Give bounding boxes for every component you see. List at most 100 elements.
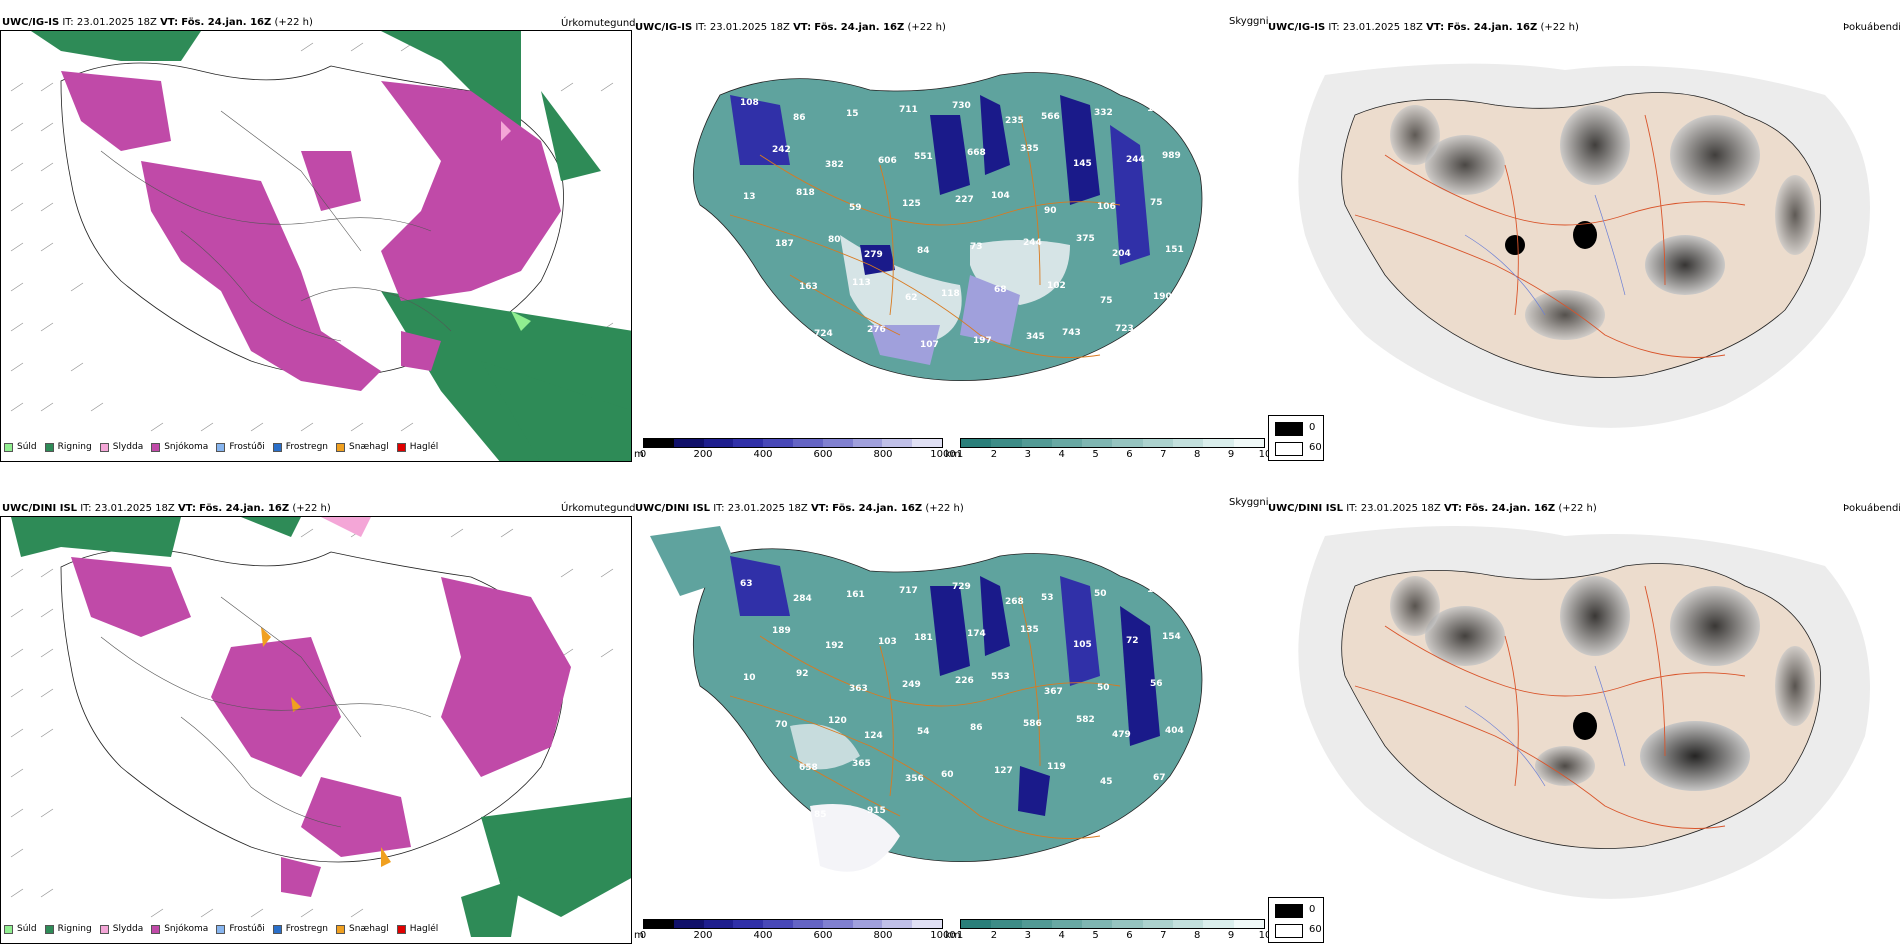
lead-time: (+22 h) <box>907 22 946 33</box>
visibility-value-label: 717 <box>899 586 918 596</box>
visibility-value-label: 106 <box>1097 202 1116 212</box>
row1-panel1-title: Úrkomutegund <box>561 18 636 29</box>
visibility-value-label: 70 <box>775 720 788 730</box>
legend-swatch <box>1275 924 1303 938</box>
colorbar-segment <box>822 439 853 447</box>
colorbar-segment <box>882 439 913 447</box>
visibility-value-label: 85 <box>814 810 827 820</box>
visibility-value-label: 73 <box>970 242 983 252</box>
legend-swatch <box>151 442 161 452</box>
legend-label: Snæhagl <box>349 924 389 934</box>
init-time: IT: 23.01.2025 18Z <box>1346 503 1441 514</box>
colorbar-tick-label: 2 <box>990 930 998 941</box>
visibility-value-label: 59 <box>849 203 862 213</box>
colorbar-tick-label: 5 <box>1092 930 1099 941</box>
visibility-value-label: 724 <box>814 329 833 339</box>
visibility-value-label: 13 <box>743 192 756 202</box>
row2-panel2-title: Skyggni <box>1229 497 1269 508</box>
colorbar-tick-label: 2 <box>990 449 998 460</box>
visibility-value-label: 606 <box>878 156 897 166</box>
colorbar-segment <box>1203 439 1234 447</box>
legend-swatch <box>4 924 13 934</box>
fog-map-graphic-2 <box>1298 526 1870 899</box>
colorbar-tick-label: 800 <box>873 930 893 941</box>
lead-time: (+22 h) <box>1558 503 1597 514</box>
legend-swatch <box>272 924 282 934</box>
visibility-value-label: 45 <box>1100 777 1113 787</box>
colorbar-segment <box>1112 920 1143 928</box>
visibility-value-label: 193 <box>1147 104 1166 114</box>
vis-m-unit: m <box>634 449 644 460</box>
visibility-value-label: 105 <box>1073 640 1092 650</box>
legend-label: Haglél <box>409 442 439 452</box>
colorbar-segment <box>703 920 734 928</box>
vis-m-colorbar <box>643 438 943 448</box>
colorbar-tick-label: 10 <box>1258 930 1272 941</box>
model-name: UWC/IG-IS <box>635 22 693 33</box>
colorbar-segment <box>1112 439 1143 447</box>
visibility-value-label: 135 <box>1020 625 1039 635</box>
legend-label: Snjókoma <box>164 442 209 452</box>
colorbar-tick-label: 200 <box>693 930 713 941</box>
visibility-value-label: 586 <box>1023 719 1042 729</box>
legend-label: Snjókoma <box>164 924 209 934</box>
legend-label: Rigning <box>57 924 92 934</box>
colorbar-segment <box>822 920 853 928</box>
legend-label: Súld <box>17 924 37 934</box>
vis-km-colorbar <box>960 919 1265 929</box>
legend-label: 60 <box>1309 442 1322 453</box>
colorbar-tick-label: 8 <box>1194 449 1201 460</box>
model-name: UWC/IG-IS <box>2 17 60 28</box>
row1-panel1-header: UWC/IG-IS IT: 23.01.2025 18Z VT: Fös. 24… <box>2 17 313 29</box>
colorbar-segment <box>1021 439 1052 447</box>
lead-time: (+22 h) <box>925 503 964 514</box>
row1-visibility-map: 108 86 15 711 730 235 566 332 193 242 382 606 551 668… <box>640 35 1260 435</box>
visibility-value-label: 125 <box>902 199 921 209</box>
visibility-value-label: 276 <box>867 325 886 335</box>
legend-label: Slydda <box>112 442 144 452</box>
legend-swatch <box>44 442 54 452</box>
model-name: UWC/DINI ISL <box>1268 503 1344 514</box>
model-name: UWC/DINI ISL <box>635 503 711 514</box>
legend-swatch <box>396 924 406 934</box>
visibility-value-label: 59 <box>1168 339 1181 349</box>
colorbar-segment <box>763 439 793 447</box>
colorbar-tick-label: 7 <box>1160 930 1167 941</box>
visibility-value-label: 108 <box>740 98 759 108</box>
init-time: IT: 23.01.2025 18Z <box>695 22 790 33</box>
init-time: IT: 23.01.2025 18Z <box>1328 22 1423 33</box>
legend-label: Haglél <box>409 924 439 934</box>
visibility-value-label: 989 <box>1162 151 1181 161</box>
visibility-value-label: 249 <box>902 680 921 690</box>
visibility-value-label: 90 <box>1044 206 1057 216</box>
row2-visibility-map: 63 284 161 717 729 268 53 50 153 189 192 103 181 174 1… <box>640 516 1260 916</box>
row1-panel3-header: UWC/IG-IS IT: 23.01.2025 18Z VT: Fös. 24… <box>1268 22 1579 34</box>
init-time: IT: 23.01.2025 18Z <box>62 17 157 28</box>
valid-prefix: VT: <box>1426 22 1445 33</box>
legend-label: Frostúði <box>229 924 265 934</box>
visibility-value-label: 479 <box>1112 730 1131 740</box>
visibility-value-label: 292 <box>778 814 797 824</box>
row2-panel1-header: UWC/DINI ISL IT: 23.01.2025 18Z VT: Fös.… <box>2 503 331 515</box>
row1-panel3-title: Þokuábendi <box>1843 22 1900 33</box>
legend-swatch <box>336 924 346 934</box>
colorbar-tick-label: 8 <box>1194 930 1201 941</box>
visibility-value-label: 284 <box>793 594 812 604</box>
visibility-value-label: 582 <box>1076 715 1095 725</box>
visibility-value-label: 743 <box>1062 328 1081 338</box>
legend-item: Frostúði <box>216 924 265 934</box>
colorbar-segment <box>792 920 823 928</box>
vis-km-colorbar <box>960 438 1265 448</box>
legend-swatch <box>44 924 54 934</box>
visibility-value-label: 404 <box>1165 726 1184 736</box>
visibility-value-label: 335 <box>1020 144 1039 154</box>
lead-time: (+22 h) <box>274 17 313 28</box>
colorbar-segment <box>1051 439 1083 447</box>
legend-item: Súld <box>4 924 37 934</box>
visibility-value-label: 235 <box>1005 116 1024 126</box>
colorbar-segment <box>703 439 734 447</box>
colorbar-tick-label: 1 <box>956 930 964 941</box>
colorbar-segment <box>673 920 704 928</box>
colorbar-tick-label: 3 <box>1024 449 1031 460</box>
visibility-value-label: 93 <box>746 286 759 296</box>
